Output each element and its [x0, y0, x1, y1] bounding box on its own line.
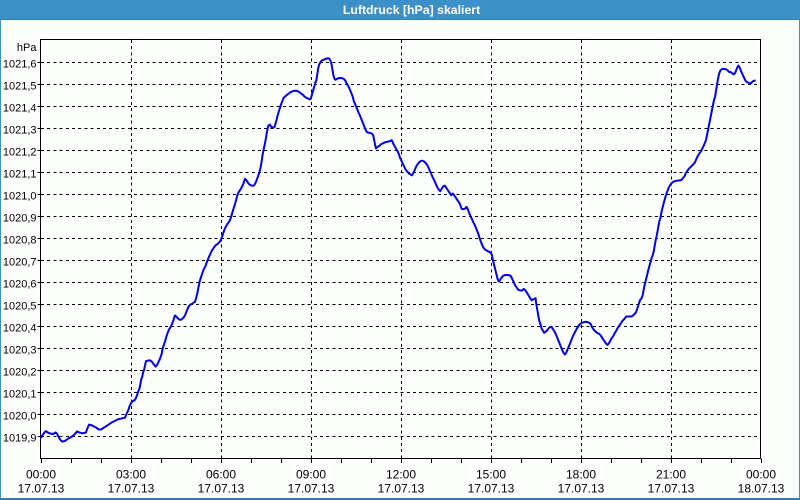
svg-text:17.07.13: 17.07.13	[108, 482, 155, 496]
svg-text:1020,4: 1020,4	[3, 323, 37, 335]
svg-text:hPa: hPa	[17, 42, 37, 54]
svg-text:1019,9: 1019,9	[3, 433, 37, 445]
svg-text:17.07.13: 17.07.13	[648, 482, 695, 496]
svg-text:17.07.13: 17.07.13	[378, 482, 425, 496]
svg-text:1020,1: 1020,1	[3, 389, 37, 401]
svg-text:1020,5: 1020,5	[3, 301, 37, 313]
svg-text:1020,2: 1020,2	[3, 367, 37, 379]
svg-text:1021,3: 1021,3	[3, 125, 37, 137]
svg-text:1020,3: 1020,3	[3, 345, 37, 357]
svg-text:12:00: 12:00	[386, 468, 416, 482]
svg-text:18.07.13: 18.07.13	[738, 482, 785, 496]
svg-text:18:00: 18:00	[566, 468, 596, 482]
svg-text:1021,6: 1021,6	[3, 59, 37, 71]
svg-text:1020,8: 1020,8	[3, 235, 37, 247]
svg-text:1021,2: 1021,2	[3, 147, 37, 159]
svg-text:06:00: 06:00	[206, 468, 236, 482]
svg-text:00:00: 00:00	[746, 468, 776, 482]
svg-text:21:00: 21:00	[656, 468, 686, 482]
svg-text:00:00: 00:00	[26, 468, 56, 482]
svg-text:1021,5: 1021,5	[3, 81, 37, 93]
svg-text:1020,6: 1020,6	[3, 279, 37, 291]
svg-text:17.07.13: 17.07.13	[468, 482, 515, 496]
svg-text:17.07.13: 17.07.13	[288, 482, 335, 496]
svg-text:03:00: 03:00	[116, 468, 146, 482]
svg-text:1021,4: 1021,4	[3, 103, 37, 115]
svg-text:1021,1: 1021,1	[3, 169, 37, 181]
svg-text:1020,7: 1020,7	[3, 257, 37, 269]
svg-text:17.07.13: 17.07.13	[18, 482, 65, 496]
svg-text:1020,9: 1020,9	[3, 213, 37, 225]
svg-text:15:00: 15:00	[476, 468, 506, 482]
svg-text:17.07.13: 17.07.13	[198, 482, 245, 496]
svg-text:1020,0: 1020,0	[3, 411, 37, 423]
svg-text:17.07.13: 17.07.13	[558, 482, 605, 496]
svg-text:09:00: 09:00	[296, 468, 326, 482]
svg-text:1021,0: 1021,0	[3, 191, 37, 203]
